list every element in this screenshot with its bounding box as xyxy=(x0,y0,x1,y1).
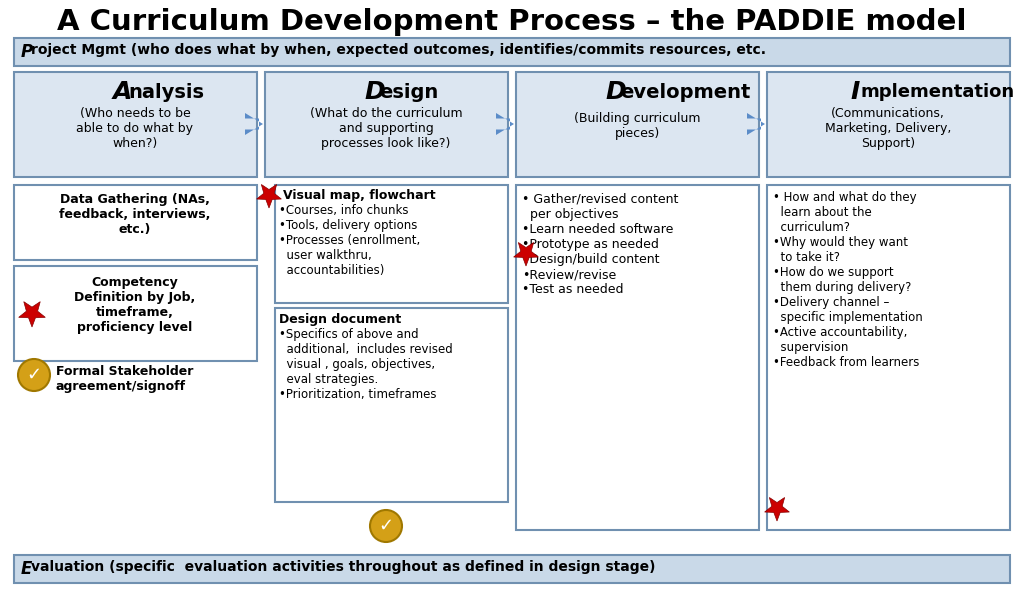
Bar xyxy=(767,185,1010,530)
Polygon shape xyxy=(18,301,45,327)
Bar xyxy=(265,72,508,177)
Text: I: I xyxy=(850,80,859,104)
Text: • How and what do they
  learn about the
  curriculum?
•Why would they want
  to: • How and what do they learn about the c… xyxy=(773,191,923,369)
Polygon shape xyxy=(257,184,282,208)
Text: • Gather/revised content
  per objectives
•Learn needed software
•Prototype as n: • Gather/revised content per objectives … xyxy=(522,193,678,296)
Text: esign: esign xyxy=(379,83,438,102)
Text: A: A xyxy=(113,80,132,104)
Text: (Who needs to be
able to do what by
when?): (Who needs to be able to do what by when… xyxy=(77,107,194,150)
Bar xyxy=(767,72,1010,177)
Text: Design document: Design document xyxy=(279,313,401,326)
Text: E: E xyxy=(22,560,33,578)
Text: roject Mgmt (who does what by when, expected outcomes, identifies/commits resour: roject Mgmt (who does what by when, expe… xyxy=(31,43,766,57)
Circle shape xyxy=(370,510,402,542)
Bar xyxy=(14,555,1010,583)
Bar xyxy=(275,308,508,502)
Bar xyxy=(516,185,759,530)
Text: •Courses, info chunks
•Tools, delivery options
•Processes (enrollment,
  user wa: •Courses, info chunks •Tools, delivery o… xyxy=(279,204,420,277)
Polygon shape xyxy=(496,113,514,135)
Text: Visual map, flowchart: Visual map, flowchart xyxy=(283,189,435,202)
Text: ✓: ✓ xyxy=(379,517,393,535)
Bar xyxy=(14,38,1010,66)
Text: (Communications,
Marketing, Delivery,
Support): (Communications, Marketing, Delivery, Su… xyxy=(824,107,951,150)
Text: Data Gathering (NAs,
feedback, interviews,
etc.): Data Gathering (NAs, feedback, interview… xyxy=(59,193,211,236)
Text: (What do the curriculum
and supporting
processes look like?): (What do the curriculum and supporting p… xyxy=(309,107,462,150)
Text: Formal Stakeholder
agreement/signoff: Formal Stakeholder agreement/signoff xyxy=(56,365,194,393)
Bar xyxy=(275,185,508,303)
Text: D: D xyxy=(364,80,385,104)
Polygon shape xyxy=(245,113,263,135)
Text: Competency
Definition by Job,
timeframe,
proficiency level: Competency Definition by Job, timeframe,… xyxy=(75,276,196,334)
Text: •Specifics of above and
  additional,  includes revised
  visual , goals, object: •Specifics of above and additional, incl… xyxy=(279,328,453,401)
Bar xyxy=(14,266,257,361)
Text: valuation (specific  evaluation activities throughout as defined in design stage: valuation (specific evaluation activitie… xyxy=(31,560,655,574)
Text: P: P xyxy=(22,43,33,61)
Text: A Curriculum Development Process – the PADDIE model: A Curriculum Development Process – the P… xyxy=(57,8,967,36)
Text: ✓: ✓ xyxy=(27,366,42,384)
Text: D: D xyxy=(605,80,626,104)
Polygon shape xyxy=(746,113,765,135)
Text: (Building curriculum
pieces): (Building curriculum pieces) xyxy=(573,112,700,140)
Bar xyxy=(14,185,257,260)
Bar xyxy=(14,72,257,177)
Text: nalysis: nalysis xyxy=(128,83,204,102)
Circle shape xyxy=(18,359,50,391)
Polygon shape xyxy=(765,498,790,521)
Bar xyxy=(516,72,759,177)
Text: evelopment: evelopment xyxy=(620,83,751,102)
Polygon shape xyxy=(514,242,539,266)
Text: mplementation: mplementation xyxy=(861,83,1015,101)
